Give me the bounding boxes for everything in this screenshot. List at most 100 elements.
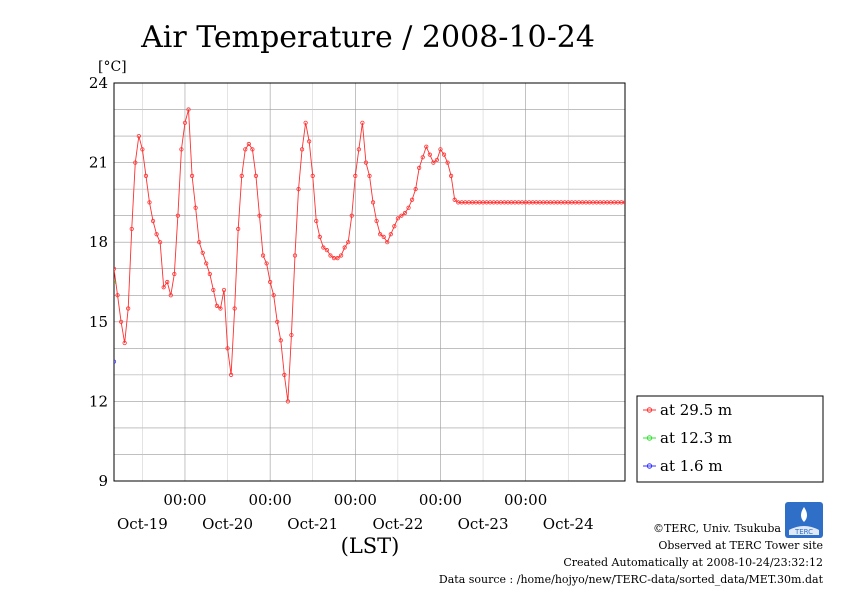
data-point (207, 271, 212, 277)
data-point (388, 232, 393, 237)
data-point (182, 120, 188, 125)
data-point (289, 332, 294, 338)
data-point (346, 240, 351, 245)
data-point (114, 359, 117, 364)
data-point (168, 293, 173, 298)
credit-copyright: ©TERC, Univ. Tsukuba (653, 522, 781, 535)
data-point (385, 240, 390, 245)
grid (114, 83, 625, 481)
data-point (150, 218, 156, 224)
data-point (328, 253, 333, 258)
data-point (172, 271, 177, 277)
y-tick-label: 15 (89, 313, 108, 331)
data-point (214, 303, 220, 308)
data-point (310, 173, 315, 178)
data-point (356, 147, 361, 152)
data-point (370, 200, 376, 205)
y-tick-label: 21 (89, 154, 108, 172)
data-point (275, 319, 280, 324)
data-point (296, 187, 301, 192)
x-tick-day-label: Oct-22 (372, 515, 423, 533)
data-point (246, 141, 251, 147)
x-tick-day-label: Oct-21 (287, 515, 338, 533)
y-tick-label: 24 (89, 74, 108, 92)
data-point (307, 139, 312, 144)
data-point (324, 248, 330, 253)
data-point (126, 306, 131, 311)
data-point (114, 266, 117, 271)
series-line (114, 109, 625, 402)
data-point (211, 287, 216, 293)
data-point (363, 160, 369, 165)
data-point (257, 213, 262, 218)
y-tick-label: 18 (89, 233, 108, 251)
legend-label: at 12.3 m (660, 429, 732, 447)
data-point (399, 213, 404, 218)
x-tick-time-label: 00:00 (163, 491, 206, 509)
series-layer (114, 107, 625, 404)
data-point (314, 218, 319, 224)
data-point (299, 147, 305, 152)
data-point (115, 293, 120, 298)
series-at-29-5-m (114, 107, 625, 404)
data-point (374, 218, 379, 224)
credit-observed: Observed at TERC Tower site (658, 539, 823, 552)
data-point (622, 200, 625, 205)
data-point (271, 293, 276, 298)
y-tick-label: 9 (98, 472, 108, 490)
data-point (317, 234, 322, 239)
data-point (438, 147, 443, 152)
data-point (409, 197, 415, 202)
data-point (218, 306, 223, 311)
data-point (186, 107, 191, 112)
data-point (360, 120, 365, 125)
data-point (406, 205, 411, 210)
data-point (179, 147, 184, 152)
data-point (282, 372, 287, 377)
x-tick-time-label: 00:00 (249, 491, 292, 509)
data-point (119, 319, 124, 324)
data-point (189, 173, 195, 178)
data-point (402, 210, 408, 216)
data-point (204, 261, 209, 266)
data-point (335, 256, 340, 261)
data-point (136, 133, 141, 139)
plot-area (113, 82, 626, 482)
data-point (420, 155, 425, 160)
data-point (147, 200, 152, 205)
data-point (303, 120, 308, 125)
data-point (367, 173, 372, 178)
data-point (292, 253, 298, 258)
data-point (278, 338, 283, 343)
data-point (243, 147, 248, 152)
data-point (449, 173, 454, 178)
data-point (161, 285, 166, 290)
legend-marker (646, 407, 653, 413)
data-point (445, 160, 450, 165)
x-tick-day-label: Oct-20 (202, 515, 253, 533)
legend-marker (646, 463, 653, 469)
legend: at 29.5 m at 12.3 m at 1.6 m (636, 395, 824, 483)
legend-box (636, 395, 824, 483)
y-axis-unit: [°C] (98, 59, 127, 75)
data-point (417, 165, 422, 171)
y-axis: 24 21 18 15 12 9 (89, 74, 108, 490)
legend-label: at 29.5 m (660, 401, 732, 419)
data-point (129, 226, 134, 232)
data-point (197, 240, 202, 245)
data-point (239, 173, 244, 178)
data-point (165, 279, 170, 285)
data-point (395, 216, 400, 221)
data-point (349, 213, 354, 218)
x-tick-day-label: Oct-23 (458, 515, 509, 533)
chart-title: Air Temperature / 2008-10-24 (140, 20, 595, 55)
data-point (452, 197, 457, 202)
data-point (339, 253, 344, 258)
data-point (342, 245, 347, 250)
x-tick-time-label: 00:00 (334, 491, 377, 509)
credit-created: Created Automatically at 2008-10-24/23:3… (563, 556, 823, 569)
data-point (353, 173, 358, 178)
data-point (122, 340, 127, 346)
data-point (253, 173, 259, 178)
